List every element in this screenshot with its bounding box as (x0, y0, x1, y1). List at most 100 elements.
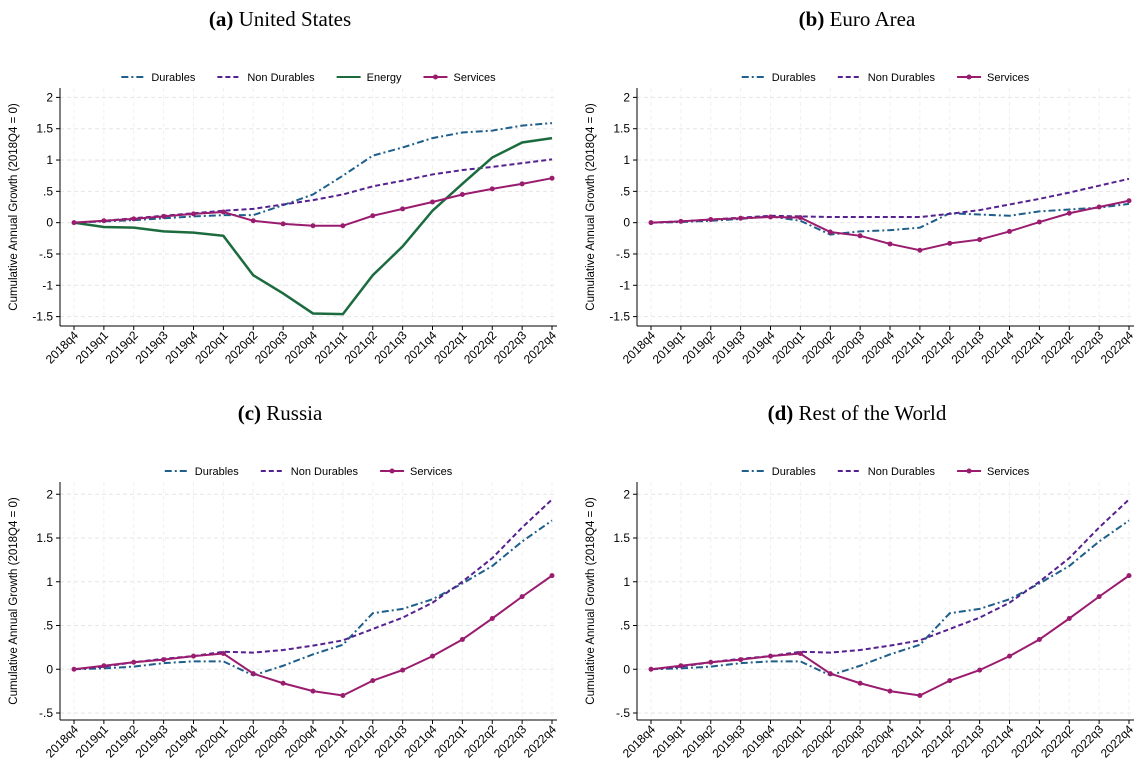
point (738, 657, 744, 663)
point (797, 651, 803, 656)
point (917, 693, 923, 698)
y-tick-label: 1.5 (613, 122, 630, 136)
point (648, 666, 654, 672)
legend-marker (432, 74, 438, 80)
y-tick-label: 1 (623, 575, 630, 589)
y-tick-label: 0 (623, 216, 630, 230)
legend-label: Durables (151, 72, 196, 84)
point (1066, 210, 1072, 216)
legend-label: Durables (772, 72, 817, 84)
legend-label: Durables (195, 466, 240, 478)
point (768, 214, 773, 220)
y-tick-label: -.5 (39, 706, 53, 720)
panel-title: (b) Euro Area (799, 7, 916, 31)
point (131, 659, 137, 665)
y-tick-label: .5 (43, 184, 53, 198)
x-tick-label: 2022q4 (1098, 722, 1135, 760)
y-tick-label: 1 (623, 153, 630, 167)
legend-label: Non Durables (868, 466, 936, 478)
point (370, 678, 376, 684)
panel-title: (c) Russia (238, 401, 323, 425)
legend-label: Non Durables (291, 466, 359, 478)
point (191, 211, 196, 217)
series-line (650, 574, 1130, 697)
y-tick-label: 2 (623, 90, 630, 104)
legend: Durables Non Durables Services (164, 466, 453, 478)
panel-label: (c) (238, 401, 261, 425)
y-tick-label: .5 (43, 619, 53, 633)
point (549, 175, 555, 181)
series-line (73, 519, 553, 677)
y-tick-label: 1.5 (613, 531, 630, 545)
panel: (c) Russia Cumulative Annual Growth (2018… (8, 401, 559, 760)
y-axis-label: Cumulative Annual Growth (2018Q4 = 0) (585, 103, 597, 311)
point (1007, 653, 1012, 659)
point (738, 215, 744, 221)
point (708, 659, 714, 665)
y-tick-label: -.5 (39, 247, 53, 261)
point (1036, 637, 1042, 642)
point (947, 240, 953, 246)
y-tick-label: 1 (46, 153, 53, 167)
series-line (73, 122, 553, 224)
legend-label: Energy (367, 72, 402, 84)
point (827, 229, 833, 235)
point (370, 213, 376, 219)
y-tick-label: 2 (46, 487, 53, 501)
point (131, 216, 137, 222)
panel-label: (a) (209, 7, 234, 31)
point (191, 653, 196, 659)
x-tick-label: 2022q4 (1098, 328, 1135, 366)
y-axis-label: Cumulative Annual Growth (2018Q4 = 0) (585, 497, 597, 705)
point (400, 667, 406, 673)
legend: Durables Non Durables Energy Services (121, 72, 496, 84)
point (857, 680, 863, 686)
point (678, 663, 684, 669)
y-tick-label: -.5 (616, 247, 630, 261)
point (310, 688, 316, 694)
point (161, 213, 167, 219)
panel: (a) United States Cumulative Annual Growt… (8, 7, 559, 366)
legend-label: Durables (772, 466, 817, 478)
point (280, 221, 286, 227)
panel-title: (d) Rest of the World (768, 401, 947, 425)
point (947, 678, 953, 684)
point (250, 218, 256, 224)
panel-name: Rest of the World (799, 401, 947, 425)
point (519, 181, 525, 187)
point (1096, 204, 1102, 210)
point (977, 237, 983, 243)
point (220, 209, 226, 215)
point (101, 218, 107, 224)
legend-label: Services (410, 466, 453, 478)
legend-marker (389, 468, 395, 474)
legend: Durables Non Durables Services (741, 466, 1030, 478)
y-tick-label: -1.5 (609, 310, 630, 324)
point (917, 247, 923, 253)
y-axis-label: Cumulative Annual Growth (2018Q4 = 0) (8, 497, 20, 705)
point (977, 667, 983, 673)
series-line (73, 158, 553, 224)
legend-label: Services (987, 466, 1030, 478)
panel: (b) Euro Area Cumulative Annual Growth (2… (585, 7, 1135, 366)
point (101, 663, 107, 669)
series-line (73, 574, 553, 697)
series-line (650, 177, 1130, 224)
point (678, 218, 684, 224)
point (519, 594, 525, 600)
point (1126, 573, 1132, 579)
point (1096, 594, 1102, 600)
legend-marker (966, 74, 972, 80)
panel-label: (b) (799, 7, 825, 31)
point (459, 637, 465, 642)
point (827, 671, 833, 677)
y-tick-label: 1.5 (36, 122, 53, 136)
y-tick-label: 0 (623, 662, 630, 676)
point (1036, 219, 1042, 225)
panel-title: (a) United States (209, 7, 351, 31)
series-line (650, 519, 1130, 677)
point (1007, 228, 1012, 234)
point (280, 680, 286, 686)
point (489, 616, 495, 621)
